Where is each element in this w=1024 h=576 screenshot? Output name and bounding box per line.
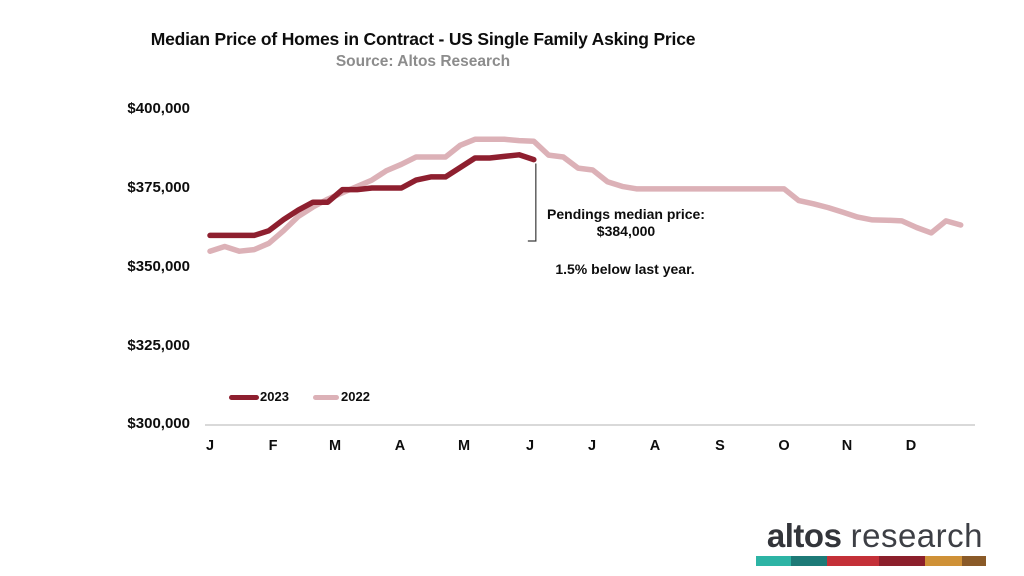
logo-bar-teal	[756, 556, 791, 566]
legend-label-2023: 2023	[260, 389, 289, 404]
logo-bar-maroon	[879, 556, 925, 566]
logo-word-research: research	[850, 517, 983, 554]
annotation-note: 1.5% below last year.	[555, 261, 695, 277]
logo-bar-dark-teal	[791, 556, 827, 566]
y-axis-label-400000: $400,000	[127, 100, 190, 117]
logo-bar-red	[827, 556, 879, 566]
logo-bar-brown	[962, 556, 986, 566]
y-axis-label-375000: $375,000	[127, 179, 190, 196]
y-axis-label-325000: $325,000	[127, 337, 190, 354]
annotation-pendings-price: Pendings median price: $384,000	[535, 206, 717, 240]
x-axis-label-oct: O	[778, 438, 790, 454]
x-axis-label-dec: D	[905, 438, 917, 454]
y-axis-label-300000: $300,000	[127, 415, 190, 432]
chart-subtitle: Source: Altos Research	[335, 53, 511, 70]
x-axis-label-sep: S	[715, 438, 725, 454]
annotation-value: $384,000	[596, 223, 656, 239]
x-axis-label-may: M	[457, 438, 471, 454]
annotation-label: Pendings median price:	[547, 206, 705, 222]
series-line-2023	[207, 152, 537, 239]
x-axis-label-apr: A	[394, 438, 406, 454]
x-axis-label-mar: M	[328, 438, 342, 454]
x-axis-label-jun: J	[525, 438, 535, 454]
x-axis-label-aug: A	[649, 438, 661, 454]
y-axis-label-350000: $350,000	[127, 258, 190, 275]
x-axis-label-jul: J	[587, 438, 597, 454]
leader-line	[527, 163, 537, 242]
legend-swatch-2023	[229, 395, 259, 400]
logo-color-bar	[756, 556, 986, 566]
x-axis-label-jan: J	[205, 438, 215, 454]
logo-bar-gold	[925, 556, 962, 566]
x-axis-label-feb: F	[268, 438, 278, 454]
legend-swatch-2022	[313, 395, 339, 400]
altos-research-logo: altos research	[767, 517, 983, 555]
chart-title: Median Price of Homes in Contract - US S…	[150, 29, 696, 49]
x-axis-label-nov: N	[841, 438, 853, 454]
logo-word-altos: altos	[766, 517, 842, 554]
legend-label-2022: 2022	[341, 389, 370, 404]
